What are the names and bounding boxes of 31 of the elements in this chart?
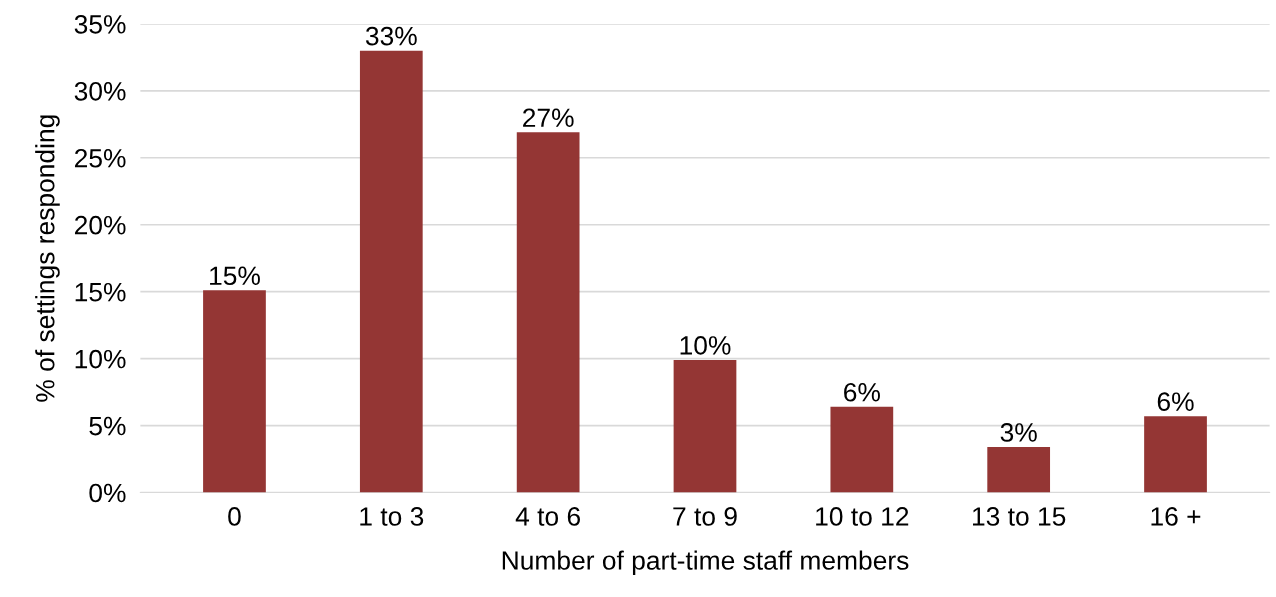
data-label: 15% xyxy=(210,266,260,286)
y-tick-label: 20% xyxy=(74,215,126,235)
y-tick-label: 25% xyxy=(74,148,126,168)
x-tick-label: 7 to 9 xyxy=(673,507,737,526)
x-tick-label: 0 xyxy=(228,507,241,526)
bar xyxy=(203,290,266,493)
y-tick-label: 15% xyxy=(75,282,126,302)
data-label: 10% xyxy=(680,336,731,355)
y-tick-label: 10% xyxy=(75,349,126,369)
data-label: 6% xyxy=(1157,392,1194,411)
x-axis-title: Number of part-time staff members xyxy=(502,550,909,576)
bar xyxy=(830,406,894,493)
x-tick-label: 13 to 15 xyxy=(973,507,1066,526)
data-label: 27% xyxy=(523,108,574,128)
y-tick-label: 5% xyxy=(89,416,126,436)
x-tick-label: 1 to 3 xyxy=(360,507,424,526)
data-label: 33% xyxy=(365,26,417,46)
x-tick-label: 16 + xyxy=(1151,507,1201,526)
x-tick-label: 10 to 12 xyxy=(816,507,909,526)
bar xyxy=(987,447,1051,493)
data-label: 3% xyxy=(1000,423,1037,442)
bar xyxy=(673,359,737,493)
bar xyxy=(516,132,580,493)
y-tick-label: 35% xyxy=(74,15,126,34)
bar xyxy=(1144,416,1207,493)
x-tick-label: 4 to 6 xyxy=(515,507,580,526)
data-label: 6% xyxy=(844,382,880,402)
y-tick-label: 30% xyxy=(74,81,126,101)
y-axis-title: % of settings responding xyxy=(35,115,60,402)
bar xyxy=(359,50,423,493)
y-tick-label: 0% xyxy=(89,483,126,503)
